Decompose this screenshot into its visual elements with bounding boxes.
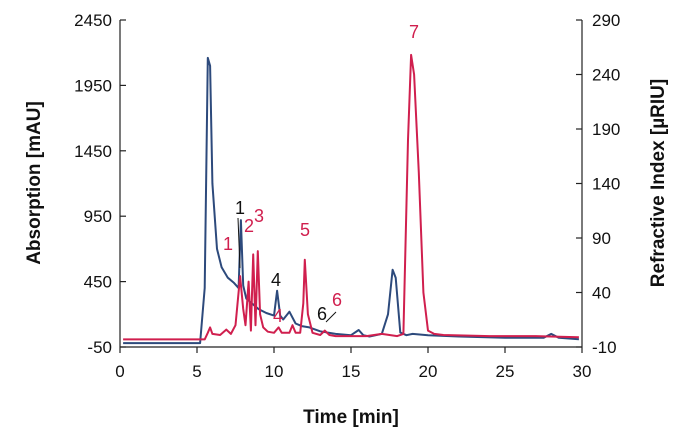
plot-frame <box>119 20 583 348</box>
series-layer <box>123 53 579 345</box>
peak-label-4-ri: 4 <box>273 306 283 326</box>
x-axis-ticks: 0 5 10 15 20 25 30 <box>115 347 591 381</box>
right-tick-label: 240 <box>592 66 620 85</box>
right-axis-title: Refractive Index [µRIU] <box>648 79 669 287</box>
left-axis-ticks: -50 450 950 1450 1950 2450 <box>74 11 126 357</box>
x-tick-label: 30 <box>573 362 592 381</box>
peak-label-6-ri: 6 <box>332 290 342 310</box>
x-tick-label: 10 <box>265 362 284 381</box>
left-tick-label: 1950 <box>74 76 112 95</box>
right-tick-label: 90 <box>592 229 611 248</box>
left-tick-label: 1450 <box>74 142 112 161</box>
left-tick-label: 450 <box>84 273 112 292</box>
absorption-series-line <box>123 56 579 345</box>
leader-line-6 <box>325 311 337 323</box>
x-tick-label: 25 <box>496 362 515 381</box>
left-axis-title: Absorption [mAU] <box>24 101 45 265</box>
right-tick-label: 140 <box>592 175 620 194</box>
x-tick-label: 5 <box>192 362 201 381</box>
right-tick-label: 40 <box>592 284 611 303</box>
peak-label-6-absorption: 6 <box>317 304 327 324</box>
right-tick-label: -10 <box>592 338 617 357</box>
peak-label-2-ri: 2 <box>244 216 254 236</box>
peak-label-1-ri: 1 <box>223 234 233 254</box>
peak-label-7-ri: 7 <box>409 22 419 42</box>
refractive-index-series-line <box>123 53 579 341</box>
right-tick-label: 190 <box>592 120 620 139</box>
right-axis-ticks: -10 40 90 140 190 240 290 <box>576 11 620 357</box>
left-tick-label: -50 <box>87 338 112 357</box>
left-tick-label: 2450 <box>74 11 112 30</box>
x-tick-label: 15 <box>342 362 361 381</box>
peak-label-5-ri: 5 <box>300 220 310 240</box>
peak-label-3-ri: 3 <box>254 206 264 226</box>
leader-line-1 <box>237 217 241 269</box>
peak-label-1-absorption: 1 <box>235 198 245 218</box>
peak-annotations: 112 3 4 4 5 66 7 <box>223 22 419 326</box>
x-tick-label: 20 <box>419 362 438 381</box>
left-tick-label: 950 <box>84 207 112 226</box>
peak-label-4-absorption: 4 <box>271 270 281 290</box>
right-tick-label: 290 <box>592 11 620 30</box>
x-axis-title: Time [min] <box>303 407 399 428</box>
x-tick-label: 0 <box>115 362 124 381</box>
leader-lines <box>237 217 337 323</box>
